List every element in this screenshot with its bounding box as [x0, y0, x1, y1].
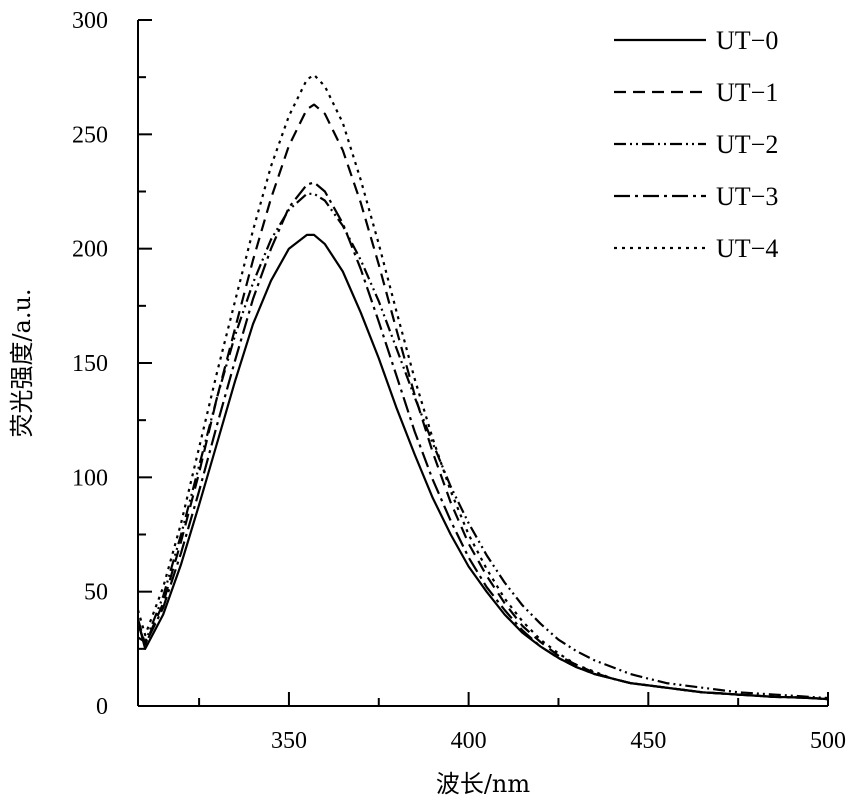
legend-label-1: UT−1 [716, 78, 778, 107]
y-tick-label: 100 [72, 465, 108, 491]
series-line-2 [137, 192, 829, 700]
y-tick-label: 300 [72, 8, 108, 34]
y-axis-title: 荧光强度/a.u. [8, 288, 36, 437]
series-line-0 [136, 233, 829, 701]
y-tick-label: 0 [96, 694, 108, 720]
y-tick-label: 50 [84, 580, 108, 606]
series-layer [136, 73, 829, 701]
series-line-4 [136, 73, 829, 701]
legend-label-3: UT−3 [716, 182, 778, 211]
x-axis-title: 波长/nm [436, 770, 531, 798]
legend-label-4: UT−4 [716, 234, 778, 263]
legend-label-0: UT−0 [716, 26, 778, 55]
legend-label-2: UT−2 [716, 130, 778, 159]
y-tick-label: 150 [72, 351, 108, 377]
x-tick-label: 350 [271, 728, 307, 754]
y-tick-label: 200 [72, 237, 108, 263]
axes: 0 50 100 150 200 250 300 350 400 450 500 [72, 8, 846, 754]
series-line-1 [136, 103, 829, 701]
x-tick-label: 400 [451, 728, 487, 754]
x-tick-label: 450 [630, 728, 666, 754]
legend: UT−0 UT−1 UT−2 UT−3 UT−4 [614, 26, 778, 263]
y-tick-label: 250 [72, 122, 108, 148]
x-tick-label: 500 [810, 728, 846, 754]
